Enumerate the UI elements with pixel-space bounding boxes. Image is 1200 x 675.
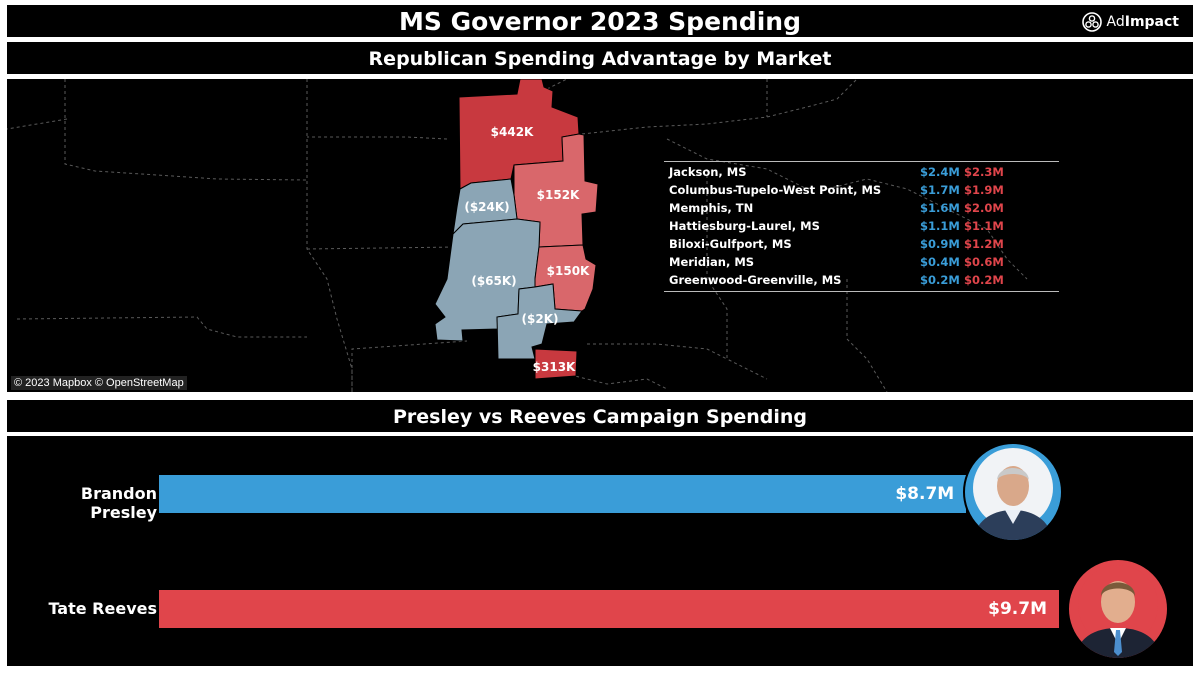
- market-name: Columbus-Tupelo-West Point, MS: [669, 183, 882, 197]
- map-attribution[interactable]: © 2023 Mapbox © OpenStreetMap: [11, 376, 187, 390]
- candidate-label-reeves: Tate Reeves: [48, 599, 157, 618]
- region-label-meridian: $150K: [547, 264, 590, 278]
- rep-spend: $2.0M: [964, 201, 1004, 215]
- bar-reeves[interactable]: $9.7M: [159, 590, 1059, 628]
- logo-suffix: Impact: [1124, 14, 1179, 30]
- map-panel[interactable]: $442K $152K ($24K) ($65K) $150K ($2K) $3…: [7, 79, 1193, 392]
- market-name: Biloxi-Gulfport, MS: [669, 237, 792, 251]
- region-label-biloxi-gulfport: $313K: [533, 360, 576, 374]
- region-labels: $442K $152K ($24K) ($65K) $150K ($2K) $3…: [464, 125, 590, 374]
- region-label-jackson: ($65K): [471, 274, 516, 288]
- market-spending-table: Jackson, MS $2.4M $2.3M Columbus-Tupelo-We…: [664, 161, 1059, 292]
- bar-value-reeves: $9.7M: [988, 599, 1047, 619]
- spending-bars-panel: Brandon Presley $8.7M Tate Reeves $9.7M: [7, 436, 1193, 666]
- region-label-hattiesburg-laurel: ($2K): [522, 312, 559, 326]
- dem-spend: $2.4M: [920, 165, 960, 179]
- rep-spend: $2.3M: [964, 165, 1004, 179]
- dem-spend: $0.9M: [920, 237, 960, 251]
- bar-value-presley: $8.7M: [895, 484, 955, 504]
- adimpact-logo-icon: [1081, 12, 1102, 32]
- market-name: Memphis, TN: [669, 201, 754, 215]
- rep-spend: $0.2M: [964, 273, 1004, 287]
- table-row: Jackson, MS $2.4M $2.3M: [664, 163, 1059, 181]
- dem-spend: $1.7M: [920, 183, 960, 197]
- rep-spend: $1.2M: [964, 237, 1004, 251]
- rep-spend: $1.9M: [964, 183, 1004, 197]
- market-name: Meridian, MS: [669, 255, 755, 269]
- dem-spend: $0.4M: [920, 255, 960, 269]
- region-label-greenwood-greenville: ($24K): [464, 200, 509, 214]
- presley-avatar-icon: [963, 442, 1063, 542]
- region-label-memphis: $442K: [491, 125, 534, 139]
- table-row: Meridian, MS $0.4M $0.6M: [664, 253, 1059, 271]
- table-row: Greenwood-Greenville, MS $0.2M $0.2M: [664, 271, 1059, 289]
- region-label-columbus-tupelo: $152K: [537, 188, 580, 202]
- market-name: Jackson, MS: [669, 165, 747, 179]
- dem-spend: $0.2M: [920, 273, 960, 287]
- region-meridian[interactable]: [534, 244, 597, 312]
- market-regions[interactable]: [434, 79, 599, 380]
- page-title: MS Governor 2023 Spending: [399, 7, 801, 36]
- map-section-header: Republican Spending Advantage by Market: [7, 42, 1193, 74]
- reeves-avatar-icon: [1067, 558, 1169, 660]
- rep-spend: $0.6M: [964, 255, 1004, 269]
- candidate-label-presley: Brandon Presley: [80, 484, 157, 522]
- adimpact-logo: AdImpact: [1081, 12, 1179, 32]
- dem-spend: $1.1M: [920, 219, 960, 233]
- table-row: Columbus-Tupelo-West Point, MS $1.7M $1.9M: [664, 181, 1059, 199]
- rep-spend: $1.1M: [964, 219, 1004, 233]
- table-row: Memphis, TN $1.6M $2.0M: [664, 199, 1059, 217]
- title-bar: MS Governor 2023 Spending AdImpact: [7, 5, 1193, 37]
- region-hattiesburg-laurel[interactable]: [496, 283, 583, 360]
- map-section-title: Republican Spending Advantage by Market: [368, 48, 832, 70]
- table-row: Biloxi-Gulfport, MS $0.9M $1.2M: [664, 235, 1059, 253]
- table-row: Hattiesburg-Laurel, MS $1.1M $1.1M: [664, 217, 1059, 235]
- region-biloxi-gulfport[interactable]: [534, 348, 578, 380]
- market-map[interactable]: $442K $152K ($24K) ($65K) $150K ($2K) $3…: [7, 79, 1193, 392]
- market-name: Hattiesburg-Laurel, MS: [669, 219, 820, 233]
- spending-section-header: Presley vs Reeves Campaign Spending: [7, 400, 1193, 432]
- dem-spend: $1.6M: [920, 201, 960, 215]
- market-name: Greenwood-Greenville, MS: [669, 273, 842, 287]
- state-borders: [7, 79, 1028, 392]
- logo-prefix: Ad: [1106, 14, 1125, 30]
- bar-presley[interactable]: $8.7M: [159, 475, 967, 513]
- spending-section-title: Presley vs Reeves Campaign Spending: [393, 406, 807, 428]
